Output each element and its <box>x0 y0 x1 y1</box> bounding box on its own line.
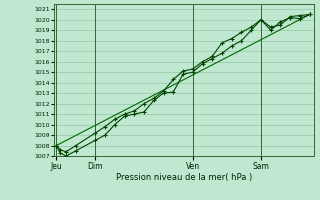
X-axis label: Pression niveau de la mer( hPa ): Pression niveau de la mer( hPa ) <box>116 173 252 182</box>
